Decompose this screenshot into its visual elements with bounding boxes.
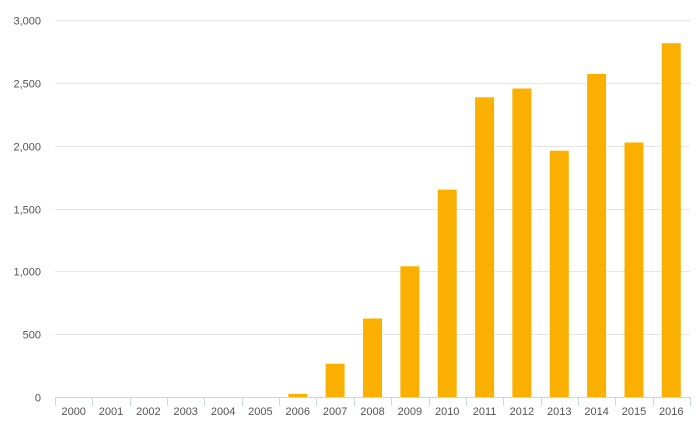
x-axis [55, 397, 691, 406]
y-tick-label: 3,000 [13, 16, 41, 28]
x-tick-label: 2000 [61, 406, 85, 418]
bar [587, 74, 607, 397]
x-tick-label: 2003 [173, 406, 197, 418]
x-tick-label: 2002 [136, 406, 160, 418]
y-tick-label: 2,000 [13, 142, 41, 154]
bar [549, 150, 569, 397]
y-tick-label: 0 [35, 393, 41, 405]
bar [624, 142, 644, 397]
y-tick-label: 500 [23, 330, 41, 342]
x-tick-label: 2010 [435, 406, 459, 418]
x-tick-label: 2009 [398, 406, 422, 418]
bar [512, 88, 532, 397]
x-axis-tick-labels: 2000 2001 2002 2003 2004 2005 2006 2007 2008 2009… [61, 406, 683, 418]
gridlines [55, 20, 690, 335]
x-tick-label: 2011 [473, 406, 497, 418]
bar [288, 393, 308, 397]
x-tick-label: 2016 [659, 406, 683, 418]
bar [400, 266, 420, 397]
bar [363, 318, 382, 397]
y-tick-label: 2,500 [13, 79, 41, 91]
x-tick-label: 2013 [547, 406, 571, 418]
y-tick-label: 1,500 [13, 205, 41, 217]
bar [475, 97, 495, 398]
y-tick-label: 1,000 [13, 267, 41, 279]
bar [325, 363, 345, 397]
x-tick-label: 2005 [248, 406, 272, 418]
bars [288, 43, 681, 398]
x-tick-label: 2007 [323, 406, 347, 418]
x-tick-label: 2014 [584, 406, 608, 418]
x-tick-label: 2012 [510, 406, 534, 418]
bar [437, 189, 457, 397]
x-tick-label: 2004 [211, 406, 235, 418]
x-tick-label: 2008 [360, 406, 384, 418]
bar [661, 43, 681, 397]
x-tick-label: 2015 [622, 406, 646, 418]
x-tick-label: 2001 [99, 406, 123, 418]
x-tick-label: 2006 [286, 406, 310, 418]
y-axis-tick-labels: 0 500 1,000 1,500 2,000 2,500 3,000 [13, 16, 41, 405]
